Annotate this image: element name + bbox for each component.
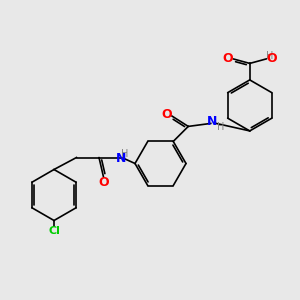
Text: H: H — [121, 149, 128, 159]
Text: O: O — [161, 108, 172, 121]
Text: H: H — [266, 51, 274, 61]
Text: O: O — [267, 52, 278, 65]
Text: H: H — [217, 122, 224, 132]
Text: N: N — [207, 116, 217, 128]
Text: Cl: Cl — [48, 226, 60, 236]
Text: N: N — [116, 152, 127, 166]
Text: O: O — [99, 176, 110, 189]
Text: O: O — [222, 52, 232, 65]
